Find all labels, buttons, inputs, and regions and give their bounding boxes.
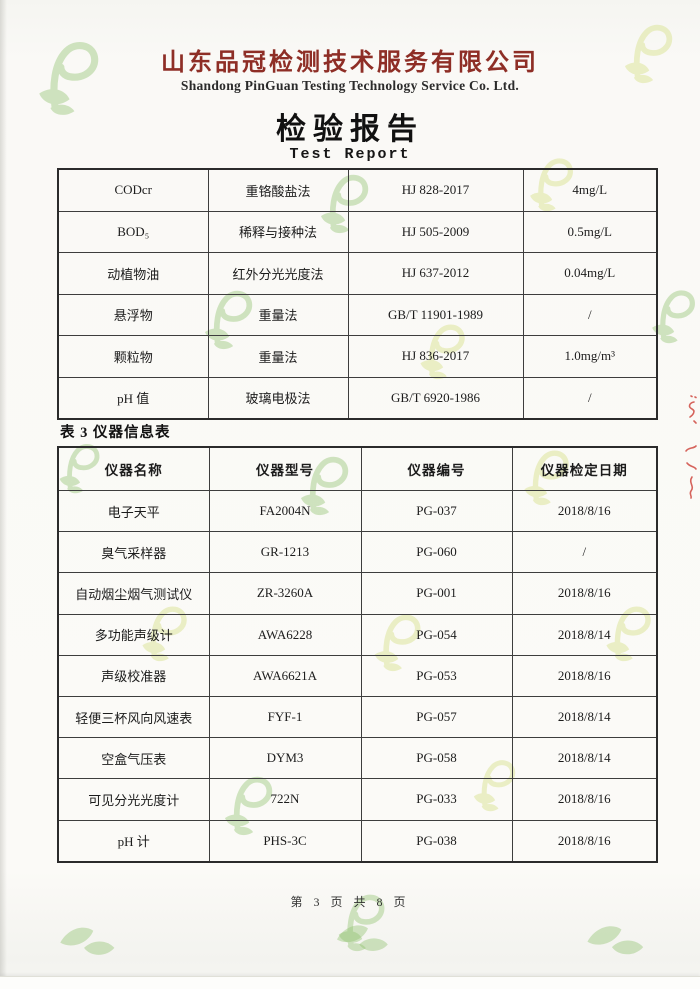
company-name-en: Shandong PinGuan Testing Technology Serv… bbox=[180, 78, 520, 93]
cell-model: FYF-1 bbox=[208, 695, 362, 739]
table-row: pH 计 PHS-3C PG-038 2018/8/16 bbox=[57, 819, 658, 863]
cell-model: AWA6228 bbox=[208, 613, 362, 656]
cell-method: 重量法 bbox=[207, 293, 349, 336]
col-header-serial: 仪器编号 bbox=[360, 446, 513, 491]
cell-instrument-name: 臭气采样器 bbox=[57, 531, 210, 574]
cell-model: DYM3 bbox=[208, 737, 362, 780]
col-header-instrument-name: 仪器名称 bbox=[57, 446, 210, 491]
scan-bottom-strip bbox=[0, 976, 700, 989]
cell-check-date: 2018/8/16 bbox=[511, 819, 658, 863]
cell-check-date: 2018/8/14 bbox=[511, 737, 658, 780]
table-row: 声级校准器 AWA6621A PG-053 2018/8/16 bbox=[57, 654, 658, 697]
cell-method: 红外分光光度法 bbox=[207, 252, 349, 295]
cell-model: PHS-3C bbox=[208, 819, 362, 863]
cell-model: AWA6621A bbox=[208, 654, 362, 697]
cell-instrument-name: 声级校准器 bbox=[57, 654, 210, 697]
col-header-check-date: 仪器检定日期 bbox=[511, 446, 658, 491]
col-header-model: 仪器型号 bbox=[208, 446, 362, 491]
cell-serial: PG-038 bbox=[360, 819, 513, 863]
cell-check-date: 2018/8/16 bbox=[511, 572, 658, 615]
cell-detection-limit: / bbox=[522, 376, 658, 420]
table-row: pH 值 玻璃电极法 GB/T 6920-1986 / bbox=[57, 376, 658, 420]
cell-standard: GB/T 6920-1986 bbox=[347, 376, 524, 420]
cell-standard: HJ 505-2009 bbox=[347, 210, 524, 253]
cell-parameter: CODcr bbox=[57, 168, 209, 212]
table-row: 可见分光光度计 722N PG-033 2018/8/16 bbox=[57, 778, 658, 821]
cell-model: 722N bbox=[208, 778, 362, 821]
cell-detection-limit: 1.0mg/m³ bbox=[522, 335, 658, 378]
instrument-table-header: 仪器名称 仪器型号 仪器编号 仪器检定日期 bbox=[57, 446, 658, 491]
cell-method: 玻璃电极法 bbox=[207, 376, 349, 420]
cell-serial: PG-001 bbox=[360, 572, 513, 615]
cell-parameter: 颗粒物 bbox=[57, 335, 209, 378]
cell-model: FA2004N bbox=[208, 489, 362, 533]
red-pen-marks bbox=[685, 395, 697, 499]
cell-model: ZR-3260A bbox=[208, 572, 362, 615]
cell-check-date: 2018/8/16 bbox=[511, 654, 658, 697]
cell-model: GR-1213 bbox=[208, 531, 362, 574]
cell-serial: PG-033 bbox=[360, 778, 513, 821]
cell-parameter: BOD₅ bbox=[57, 210, 209, 253]
cell-parameter: 动植物油 bbox=[57, 252, 209, 295]
cell-check-date: 2018/8/14 bbox=[511, 695, 658, 739]
page-number: 第 3 页 共 8 页 bbox=[290, 895, 410, 909]
cell-check-date: / bbox=[511, 531, 658, 574]
instrument-table-caption: 表 3 仪器信息表 bbox=[60, 425, 171, 441]
cell-serial: PG-060 bbox=[360, 531, 513, 574]
table-row: 动植物油 红外分光光度法 HJ 637-2012 0.04mg/L bbox=[57, 252, 658, 295]
instrument-table-body: 电子天平 FA2004N PG-037 2018/8/16 臭气采样器 GR-1… bbox=[57, 489, 658, 863]
table-row: 自动烟尘烟气测试仪 ZR-3260A PG-001 2018/8/16 bbox=[57, 572, 658, 615]
header-row: 仪器名称 仪器型号 仪器编号 仪器检定日期 bbox=[57, 446, 658, 491]
cell-instrument-name: 轻便三杯风向风速表 bbox=[57, 695, 210, 739]
table-row: BOD₅ 稀释与接种法 HJ 505-2009 0.5mg/L bbox=[57, 210, 658, 253]
cell-parameter: 悬浮物 bbox=[57, 293, 209, 336]
cell-method: 重铬酸盐法 bbox=[207, 168, 349, 212]
table-row: 悬浮物 重量法 GB/T 11901-1989 / bbox=[57, 293, 658, 336]
cell-serial: PG-058 bbox=[360, 737, 513, 780]
cell-standard: GB/T 11901-1989 bbox=[347, 293, 524, 336]
table-row: 轻便三杯风向风速表 FYF-1 PG-057 2018/8/14 bbox=[57, 695, 658, 739]
cell-detection-limit: 0.5mg/L bbox=[522, 210, 658, 253]
instrument-info-table: 仪器名称 仪器型号 仪器编号 仪器检定日期 电子天平 FA2004N PG-03… bbox=[57, 446, 658, 863]
cell-serial: PG-054 bbox=[360, 613, 513, 656]
cell-check-date: 2018/8/16 bbox=[511, 489, 658, 533]
cell-detection-limit: / bbox=[522, 293, 658, 336]
cell-instrument-name: 多功能声级计 bbox=[57, 613, 210, 656]
report-title-cn: 检验报告 bbox=[276, 113, 424, 146]
table-row: CODcr 重铬酸盐法 HJ 828-2017 4mg/L bbox=[57, 168, 658, 212]
test-method-table-body: CODcr 重铬酸盐法 HJ 828-2017 4mg/L BOD₅ 稀释与接种… bbox=[57, 168, 658, 420]
report-title-en: Test Report bbox=[289, 146, 411, 163]
cell-method: 稀释与接种法 bbox=[207, 210, 349, 253]
table-row: 空盒气压表 DYM3 PG-058 2018/8/14 bbox=[57, 737, 658, 780]
table-row: 颗粒物 重量法 HJ 836-2017 1.0mg/m³ bbox=[57, 335, 658, 378]
table-row: 多功能声级计 AWA6228 PG-054 2018/8/14 bbox=[57, 613, 658, 656]
cell-serial: PG-053 bbox=[360, 654, 513, 697]
cell-standard: HJ 637-2012 bbox=[347, 252, 524, 295]
cell-check-date: 2018/8/16 bbox=[511, 778, 658, 821]
scan-edge-shadow bbox=[0, 0, 7, 989]
cell-detection-limit: 4mg/L bbox=[522, 168, 658, 212]
cell-detection-limit: 0.04mg/L bbox=[522, 252, 658, 295]
table-row: 电子天平 FA2004N PG-037 2018/8/16 bbox=[57, 489, 658, 533]
cell-instrument-name: 自动烟尘烟气测试仪 bbox=[57, 572, 210, 615]
leaf-sprig-watermark bbox=[55, 920, 121, 960]
test-method-table: CODcr 重铬酸盐法 HJ 828-2017 4mg/L BOD₅ 稀释与接种… bbox=[57, 168, 658, 420]
leaf-sprig-watermark bbox=[582, 918, 650, 960]
cell-serial: PG-057 bbox=[360, 695, 513, 739]
cell-method: 重量法 bbox=[207, 335, 349, 378]
cell-standard: HJ 828-2017 bbox=[347, 168, 524, 212]
cell-parameter: pH 值 bbox=[57, 376, 209, 420]
leaf-sprig-watermark bbox=[332, 918, 394, 956]
cell-instrument-name: 电子天平 bbox=[57, 489, 210, 533]
cell-instrument-name: 可见分光光度计 bbox=[57, 778, 210, 821]
cell-instrument-name: pH 计 bbox=[57, 819, 210, 863]
company-name-cn: 山东品冠检测技术服务有限公司 bbox=[161, 50, 539, 76]
table-row: 臭气采样器 GR-1213 PG-060 / bbox=[57, 531, 658, 574]
cell-instrument-name: 空盒气压表 bbox=[57, 737, 210, 780]
cell-serial: PG-037 bbox=[360, 489, 513, 533]
cell-standard: HJ 836-2017 bbox=[347, 335, 524, 378]
cell-check-date: 2018/8/14 bbox=[511, 613, 658, 656]
